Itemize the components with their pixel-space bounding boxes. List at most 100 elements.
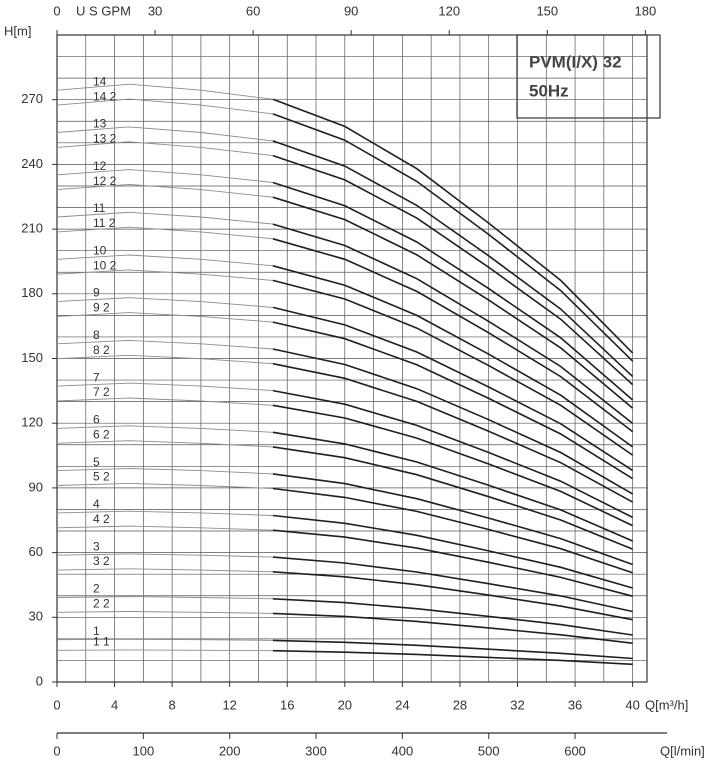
curve-low-flow bbox=[56, 638, 273, 641]
curve bbox=[272, 154, 634, 386]
x-tick-label: 32 bbox=[510, 697, 524, 712]
curve-label: 4 2 bbox=[93, 512, 110, 526]
bottom-tick-label: 400 bbox=[392, 743, 414, 758]
curve bbox=[272, 446, 633, 550]
top-tick-label: 30 bbox=[148, 3, 162, 18]
curve-label: 8 bbox=[93, 328, 100, 342]
curve-label: 6 2 bbox=[93, 427, 110, 441]
curve-low-flow bbox=[56, 184, 273, 198]
curve-label: 2 bbox=[93, 582, 100, 596]
y-tick-label: 150 bbox=[21, 350, 43, 365]
top-tick-label: 120 bbox=[438, 3, 460, 18]
curve-low-flow bbox=[56, 553, 273, 558]
top-tick-label: 0 bbox=[53, 3, 60, 18]
y-tick-label: 60 bbox=[29, 544, 43, 559]
y-tick-label: 240 bbox=[21, 156, 43, 171]
curve bbox=[272, 473, 633, 566]
x-tick-label: 40 bbox=[625, 697, 639, 712]
curve bbox=[272, 404, 633, 527]
top-tick-label: 180 bbox=[635, 3, 657, 18]
bottom-tick-label: 500 bbox=[478, 743, 500, 758]
y-tick-label: 30 bbox=[29, 609, 43, 624]
curve bbox=[272, 389, 633, 519]
curve bbox=[272, 238, 634, 433]
curve-label: 7 2 bbox=[93, 385, 110, 399]
bottom-tick-label: 200 bbox=[219, 743, 241, 758]
curve bbox=[272, 223, 634, 425]
curve-low-flow bbox=[56, 397, 273, 406]
curve-label: 9 bbox=[93, 286, 100, 300]
top-tick-label: 150 bbox=[536, 3, 558, 18]
curve bbox=[272, 113, 634, 362]
curve-label: 5 bbox=[93, 455, 100, 469]
curve bbox=[272, 514, 633, 589]
x-tick-label: 36 bbox=[568, 697, 582, 712]
curve-low-flow bbox=[56, 83, 273, 100]
curve-label: 2 2 bbox=[93, 597, 110, 611]
curve-label: 3 bbox=[93, 539, 100, 553]
curve-low-flow bbox=[56, 525, 273, 531]
x-axis-label: Q[m³/h] bbox=[645, 697, 688, 712]
y-tick-label: 90 bbox=[29, 479, 43, 494]
curve-low-flow bbox=[56, 141, 273, 157]
curve-low-flow bbox=[56, 354, 273, 365]
curve bbox=[272, 639, 633, 660]
top-axis-label: U S GPM bbox=[76, 3, 131, 18]
curve-low-flow bbox=[56, 312, 273, 323]
x-tick-label: 0 bbox=[53, 697, 60, 712]
top-tick-label: 60 bbox=[246, 3, 260, 18]
curve bbox=[272, 306, 634, 472]
curve-low-flow bbox=[56, 269, 273, 281]
curve-label: 10 bbox=[93, 243, 107, 257]
curve-label: 6 bbox=[93, 413, 100, 427]
curve bbox=[272, 431, 633, 542]
curve bbox=[272, 649, 633, 666]
curve bbox=[272, 181, 634, 401]
curve-low-flow bbox=[56, 211, 273, 225]
curve bbox=[272, 265, 634, 448]
curve-label: 9 2 bbox=[93, 301, 110, 315]
curve-low-flow bbox=[56, 440, 273, 448]
x-tick-label: 20 bbox=[338, 697, 352, 712]
y-tick-label: 0 bbox=[36, 673, 43, 688]
top-tick-label: 90 bbox=[344, 3, 358, 18]
curve-low-flow bbox=[56, 169, 273, 183]
curve-label: 1 bbox=[93, 624, 100, 638]
curve bbox=[272, 348, 633, 495]
curve-label: 14 2 bbox=[93, 89, 117, 103]
curve-label: 14 bbox=[93, 74, 107, 88]
curve-label: 12 2 bbox=[93, 174, 117, 188]
bottom-tick-label: 100 bbox=[132, 743, 154, 758]
curve-low-flow bbox=[56, 254, 273, 267]
curve-label: 8 2 bbox=[93, 343, 110, 357]
x-tick-label: 12 bbox=[222, 697, 236, 712]
curve-label: 13 2 bbox=[93, 132, 117, 146]
curve-low-flow bbox=[56, 339, 273, 350]
y-axis-label: H[m] bbox=[4, 23, 31, 38]
curve-low-flow bbox=[56, 482, 273, 489]
curve-low-flow bbox=[56, 649, 273, 652]
curve bbox=[272, 556, 633, 613]
y-tick-label: 270 bbox=[21, 91, 43, 106]
curve-label: 11 2 bbox=[93, 216, 116, 230]
curve-low-flow bbox=[56, 611, 273, 614]
curve-label: 12 bbox=[93, 159, 107, 173]
curve-low-flow bbox=[56, 126, 273, 142]
x-tick-label: 16 bbox=[280, 697, 294, 712]
curve bbox=[272, 612, 633, 644]
bottom-axis-label: Q[l/min] bbox=[660, 743, 705, 758]
curve-low-flow bbox=[56, 468, 273, 475]
curve bbox=[272, 98, 634, 354]
x-tick-label: 24 bbox=[395, 697, 409, 712]
bottom-tick-label: 300 bbox=[305, 743, 327, 758]
curve-label: 10 2 bbox=[93, 258, 117, 272]
curve-label: 5 2 bbox=[93, 470, 110, 484]
curve-label: 13 bbox=[93, 117, 107, 131]
x-tick-label: 4 bbox=[111, 697, 118, 712]
curve-label: 4 bbox=[93, 497, 100, 511]
curve-label: 7 bbox=[93, 370, 100, 384]
curve-label: 3 2 bbox=[93, 554, 110, 568]
curve-low-flow bbox=[56, 98, 273, 115]
chart-subtitle: 50Hz bbox=[529, 81, 569, 100]
